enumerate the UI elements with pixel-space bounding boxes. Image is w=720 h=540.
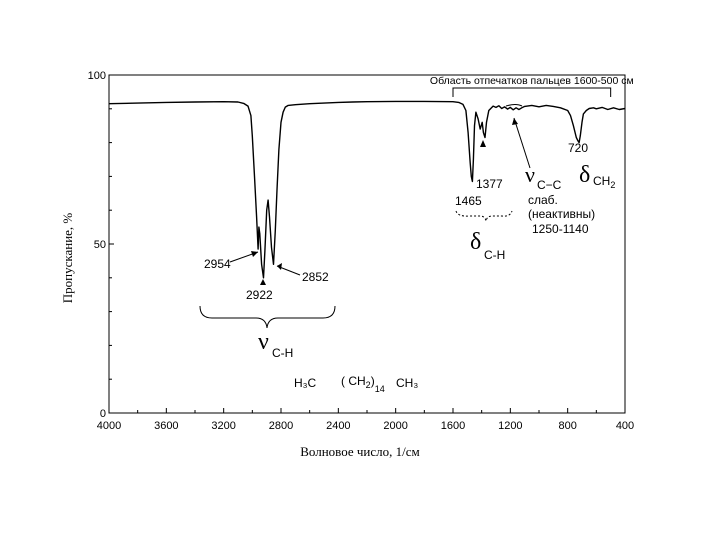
x-tick-label: 3600 [154,420,178,432]
cc-inactive-label: (неактивны) [528,207,595,221]
x-tick-label: 1200 [498,420,522,432]
cc-weak-label: слаб. [528,193,558,207]
peak-label-1377: 1377 [476,177,503,191]
arrow-cc [513,117,531,169]
formula-group-sub: 2 [366,380,371,390]
arrowhead-1377 [480,140,486,147]
nu-cc-subscript: C−C [537,178,562,192]
x-tick-label: 1600 [441,420,465,432]
delta-ch2-subscript: CH2 [593,174,615,190]
x-axis-label: Волновое число, 1/см [300,444,420,459]
fingerprint-region-bracket [452,87,612,97]
delta-ch-subscript: C-H [484,248,505,262]
arrowhead-cc [512,118,518,125]
formula-h3c: H₃C [294,376,317,390]
x-tick-label: 800 [558,420,576,432]
spectrum-line [108,100,626,279]
delta-ch2-sub-2: 2 [610,180,615,190]
peak-label-2954: 2954 [204,257,231,271]
arrowhead-2922 [260,279,266,285]
delta-ch-symbol: δ [470,229,481,255]
peak-label-2852: 2852 [302,270,329,284]
arrowhead-2954 [251,251,258,257]
peak-label-720: 720 [568,141,588,155]
x-tick-label: 2400 [326,420,350,432]
y-tick-label: 50 [94,239,106,251]
x-tick-label: 400 [616,420,634,432]
nu-ch-brace [199,305,336,329]
x-axis-ticks: 4000 3600 3200 2800 2400 2000 1600 1200 800 400 [97,408,634,432]
formula-group: ( CH2)14 [341,374,385,394]
y-tick-label: 0 [100,408,106,420]
x-tick-label: 3200 [211,420,235,432]
formula-group-close: ) [371,374,375,388]
x-tick-label: 2000 [383,420,407,432]
nu-ch-subscript: C-H [272,346,293,360]
plot-frame [108,74,626,414]
delta-ch2-sub-ch: CH [593,174,610,188]
y-axis-label: Пропускание, % [60,213,75,304]
y-axis-ticks: 0 50 100 [88,70,114,420]
formula-ch3: CH₃ [396,376,418,390]
formula-group-open: ( CH [341,374,366,388]
x-tick-label: 2800 [269,420,293,432]
arrowhead-2852 [277,263,282,270]
cc-range-label: 1250-1140 [532,222,589,236]
formula-index: 14 [375,384,385,394]
nu-ch-symbol: ν [258,329,269,355]
nu-cc-symbol: ν [525,162,535,187]
cc-region-mark [505,104,523,107]
delta-ch-brace [455,210,513,222]
x-tick-label: 4000 [97,420,121,432]
peak-label-2922: 2922 [246,288,273,302]
peak-label-1465: 1465 [455,194,482,208]
y-tick-label: 100 [88,70,106,82]
delta-ch2-symbol: δ [579,162,590,188]
fingerprint-region-label: Область отпечатков пальцев 1600-500 см [430,75,634,87]
series-layer [108,100,626,279]
